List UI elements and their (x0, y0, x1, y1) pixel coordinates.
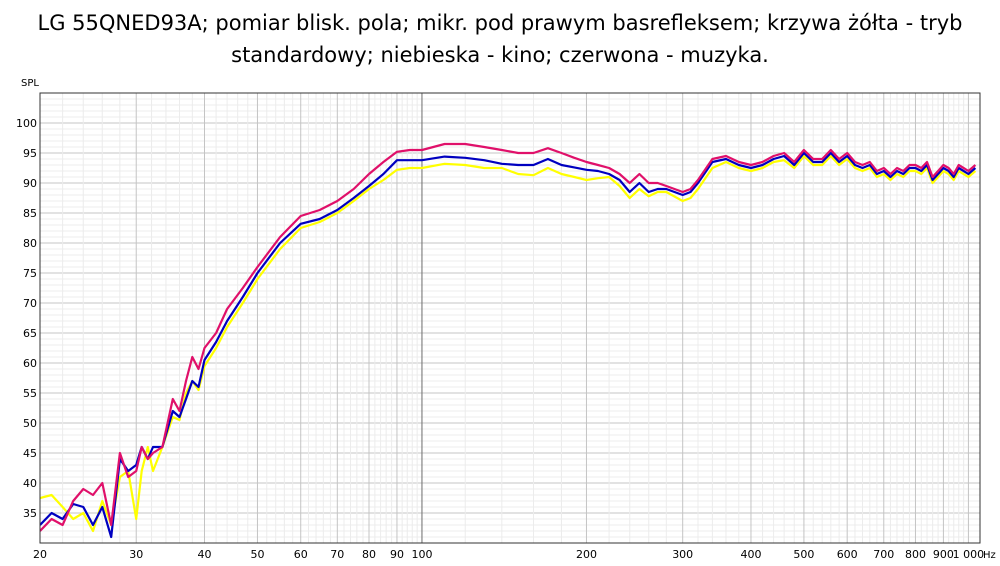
x-tick-label: 100 (411, 548, 432, 561)
y-tick-label: 55 (23, 387, 37, 400)
x-tick-label: 800 (905, 548, 926, 561)
series-group (40, 142, 977, 539)
x-tick-label: 30 (129, 548, 143, 561)
series-line-2 (40, 151, 977, 539)
y-tick-label: 50 (23, 417, 37, 430)
y-tick-label: 85 (23, 207, 37, 220)
x-tick-label: 60 (294, 548, 308, 561)
y-tick-label: 65 (23, 327, 37, 340)
y-tick-label: 40 (23, 477, 37, 490)
x-tick-label: 80 (362, 548, 376, 561)
y-tick-label: 95 (23, 147, 37, 160)
y-axis-ticks: 35 40 45 50 55 60 65 70 75 80 85 90 95 100 (16, 117, 37, 520)
y-tick-label: 60 (23, 357, 37, 370)
x-tick-label: 600 (837, 548, 858, 561)
x-tick-label: 50 (250, 548, 264, 561)
x-tick-label: 700 (873, 548, 894, 561)
x-tick-label: 20 (33, 548, 47, 561)
y-tick-label: 45 (23, 447, 37, 460)
y-tick-label: 90 (23, 177, 37, 190)
x-tick-label: 70 (330, 548, 344, 561)
x-tick-label: 90 (390, 548, 404, 561)
x-tick-label: 400 (740, 548, 761, 561)
x-axis-unit: Hz (983, 550, 996, 561)
x-axis-ticks: 20 30 40 50 60 70 80 90 100 200 300 400 500 600 700 800… (33, 548, 984, 561)
x-tick-label: 500 (793, 548, 814, 561)
y-axis-label: SPL (21, 78, 39, 89)
y-tick-label: 70 (23, 297, 37, 310)
y-tick-label: 35 (23, 507, 37, 520)
x-tick-label: 900 (933, 548, 954, 561)
plot-frame (39, 92, 981, 544)
chart-title-line2: standardowy; niebieska - kino; czerwona … (231, 43, 769, 67)
y-tick-label: 100 (16, 117, 37, 130)
y-tick-label: 80 (23, 237, 37, 250)
x-tick-label: 1 000 (953, 548, 985, 561)
series-line-3 (40, 142, 977, 532)
x-tick-label: 200 (576, 548, 597, 561)
chart-title-line1: LG 55QNED93A; pomiar blisk. pola; mikr. … (37, 11, 963, 35)
x-tick-label: 40 (198, 548, 212, 561)
y-tick-label: 75 (23, 267, 37, 280)
x-tick-label: 300 (672, 548, 693, 561)
series-line-1 (40, 154, 977, 533)
